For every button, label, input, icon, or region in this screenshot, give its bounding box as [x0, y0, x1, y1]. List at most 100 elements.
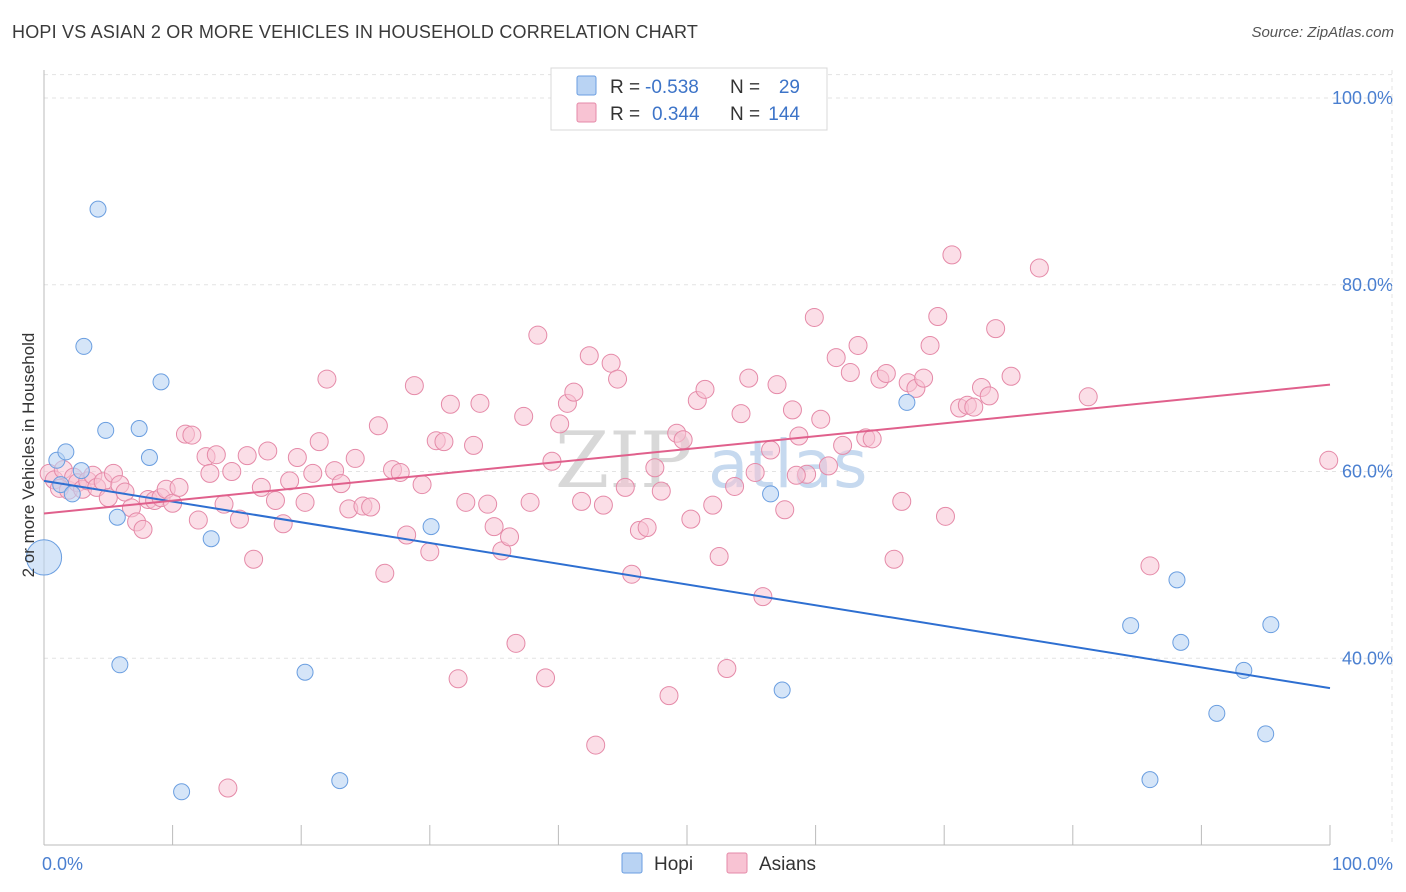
asian-point [579, 346, 599, 366]
hopi-point [89, 200, 107, 218]
asian-point [1078, 387, 1098, 407]
asian-point [681, 509, 701, 529]
y-tick-label: 80.0% [1342, 275, 1393, 295]
hopi-point [202, 530, 220, 548]
source-credit: Source: ZipAtlas.com [1251, 24, 1394, 41]
hopi-point [63, 485, 81, 503]
asian-point [979, 386, 999, 406]
asian-point [133, 519, 153, 539]
asian-point [862, 429, 882, 449]
hopi-point [762, 485, 780, 503]
asian-point [222, 462, 242, 482]
bottom-legend-swatch-hopi [621, 852, 643, 874]
asian-point [500, 527, 520, 547]
asian-point [218, 778, 238, 798]
correlation-legend: R = -0.538 N = 29 R = 0.344 N = 144 [550, 67, 828, 131]
hopi-point [75, 337, 93, 355]
asian-point [593, 495, 613, 515]
hopi-trend-line [43, 479, 1331, 690]
hopi-point [72, 462, 90, 480]
asian-point [1001, 366, 1021, 386]
hopi-point [1262, 616, 1280, 634]
asian-point [464, 435, 484, 455]
asian-point [615, 477, 635, 497]
asian-point [761, 440, 781, 460]
asian-point [811, 409, 831, 429]
asian-point [942, 245, 962, 265]
asian-point [645, 458, 665, 478]
asian-point [564, 382, 584, 402]
asian-point [767, 375, 787, 395]
legend-n-value-hopi: 29 [779, 77, 800, 98]
hopi-point [1168, 571, 1186, 589]
trend-lines [43, 383, 1331, 690]
y-axis-label: 2 or more Vehicles in Household [19, 333, 38, 578]
asian-point [478, 494, 498, 514]
asian-point [840, 363, 860, 383]
asian-points [39, 245, 1339, 798]
hopi-point [57, 443, 75, 461]
asian-point [448, 669, 468, 689]
asian-point [506, 633, 526, 653]
asian-point [731, 404, 751, 424]
asian-point [434, 432, 454, 452]
asian-point [309, 432, 329, 452]
asian-point [709, 546, 729, 566]
asian-point [287, 448, 307, 467]
asian-point [786, 465, 806, 485]
asian-point [601, 353, 621, 373]
bottom-legend-label-hopi: Hopi [654, 854, 693, 875]
legend-n-value-asians: 144 [768, 104, 800, 125]
hopi-point [152, 373, 170, 391]
asian-point [536, 668, 556, 688]
asian-point [637, 518, 657, 538]
hopi-point [173, 783, 191, 801]
legend-n-label-asians: N = [730, 104, 760, 125]
asian-point [1029, 258, 1049, 278]
asian-point [258, 441, 278, 461]
axes: 0.0% 100.0% [42, 70, 1393, 874]
asian-point [295, 492, 315, 512]
asian-point [169, 477, 189, 497]
asian-point [244, 549, 264, 569]
asian-point [884, 549, 904, 569]
asian-point [412, 475, 432, 495]
asian-point [775, 500, 795, 520]
asian-point [361, 497, 381, 517]
gridlines: 40.0% 60.0% 80.0% 100.0% [44, 70, 1393, 845]
asian-trend-line [43, 383, 1331, 515]
asian-point [229, 509, 249, 529]
bottom-legend-label-asians: Asians [759, 854, 816, 875]
hopi-point [111, 656, 129, 674]
asian-point [470, 393, 490, 413]
y-tick-label: 100.0% [1332, 88, 1393, 108]
legend-r-label-hopi: R = [610, 77, 640, 98]
legend-r-value-asians: 0.344 [652, 104, 700, 125]
asian-point [456, 492, 476, 512]
hopi-point [1257, 725, 1275, 743]
asian-point [695, 379, 715, 399]
asian-point [789, 426, 809, 446]
asian-point [703, 495, 723, 515]
asian-point [303, 463, 323, 483]
legend-r-label-asians: R = [610, 104, 640, 125]
asian-point [659, 686, 679, 706]
hopi-point [331, 772, 349, 790]
asian-point [200, 463, 220, 483]
asian-point [514, 406, 534, 426]
legend-swatch-hopi [576, 75, 597, 96]
series-legend: Hopi Asians [621, 852, 816, 875]
asian-point [782, 400, 802, 420]
asian-point [608, 369, 628, 389]
asian-point [745, 462, 765, 482]
hopi-point [108, 508, 126, 526]
chart-title: HOPI VS ASIAN 2 OR MORE VEHICLES IN HOUS… [12, 22, 699, 42]
hopi-point [898, 393, 916, 411]
asian-point [368, 416, 388, 436]
asian-point [739, 368, 759, 388]
asian-point [914, 368, 934, 388]
hopi-point [1172, 633, 1190, 651]
legend-swatch-asians [576, 102, 597, 123]
asian-point [964, 397, 984, 417]
